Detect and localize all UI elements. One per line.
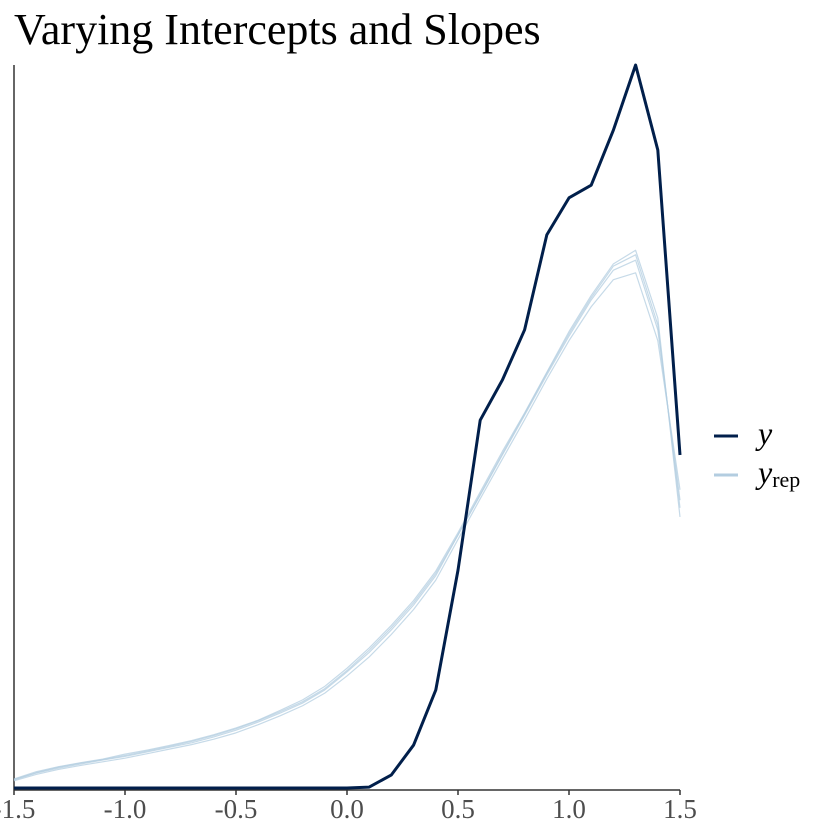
x-tick-label: -1.0 [104, 794, 147, 824]
x-tick-label: -0.5 [215, 794, 258, 824]
legend-label: yrep [755, 454, 800, 492]
x-tick-label: 1.5 [663, 794, 697, 824]
legend-label: y [755, 415, 773, 451]
x-tick-label: 0.5 [441, 794, 475, 824]
x-tick-label: -1.5 [0, 794, 35, 824]
series-line [13, 254, 681, 780]
chart-title: Varying Intercepts and Slopes [14, 5, 541, 54]
series-line [13, 259, 681, 781]
series-line [13, 249, 681, 780]
x-tick-label: 1.0 [552, 794, 586, 824]
series-line [14, 63, 682, 790]
x-tick-label: 0.0 [330, 794, 364, 824]
series-line [13, 272, 681, 782]
